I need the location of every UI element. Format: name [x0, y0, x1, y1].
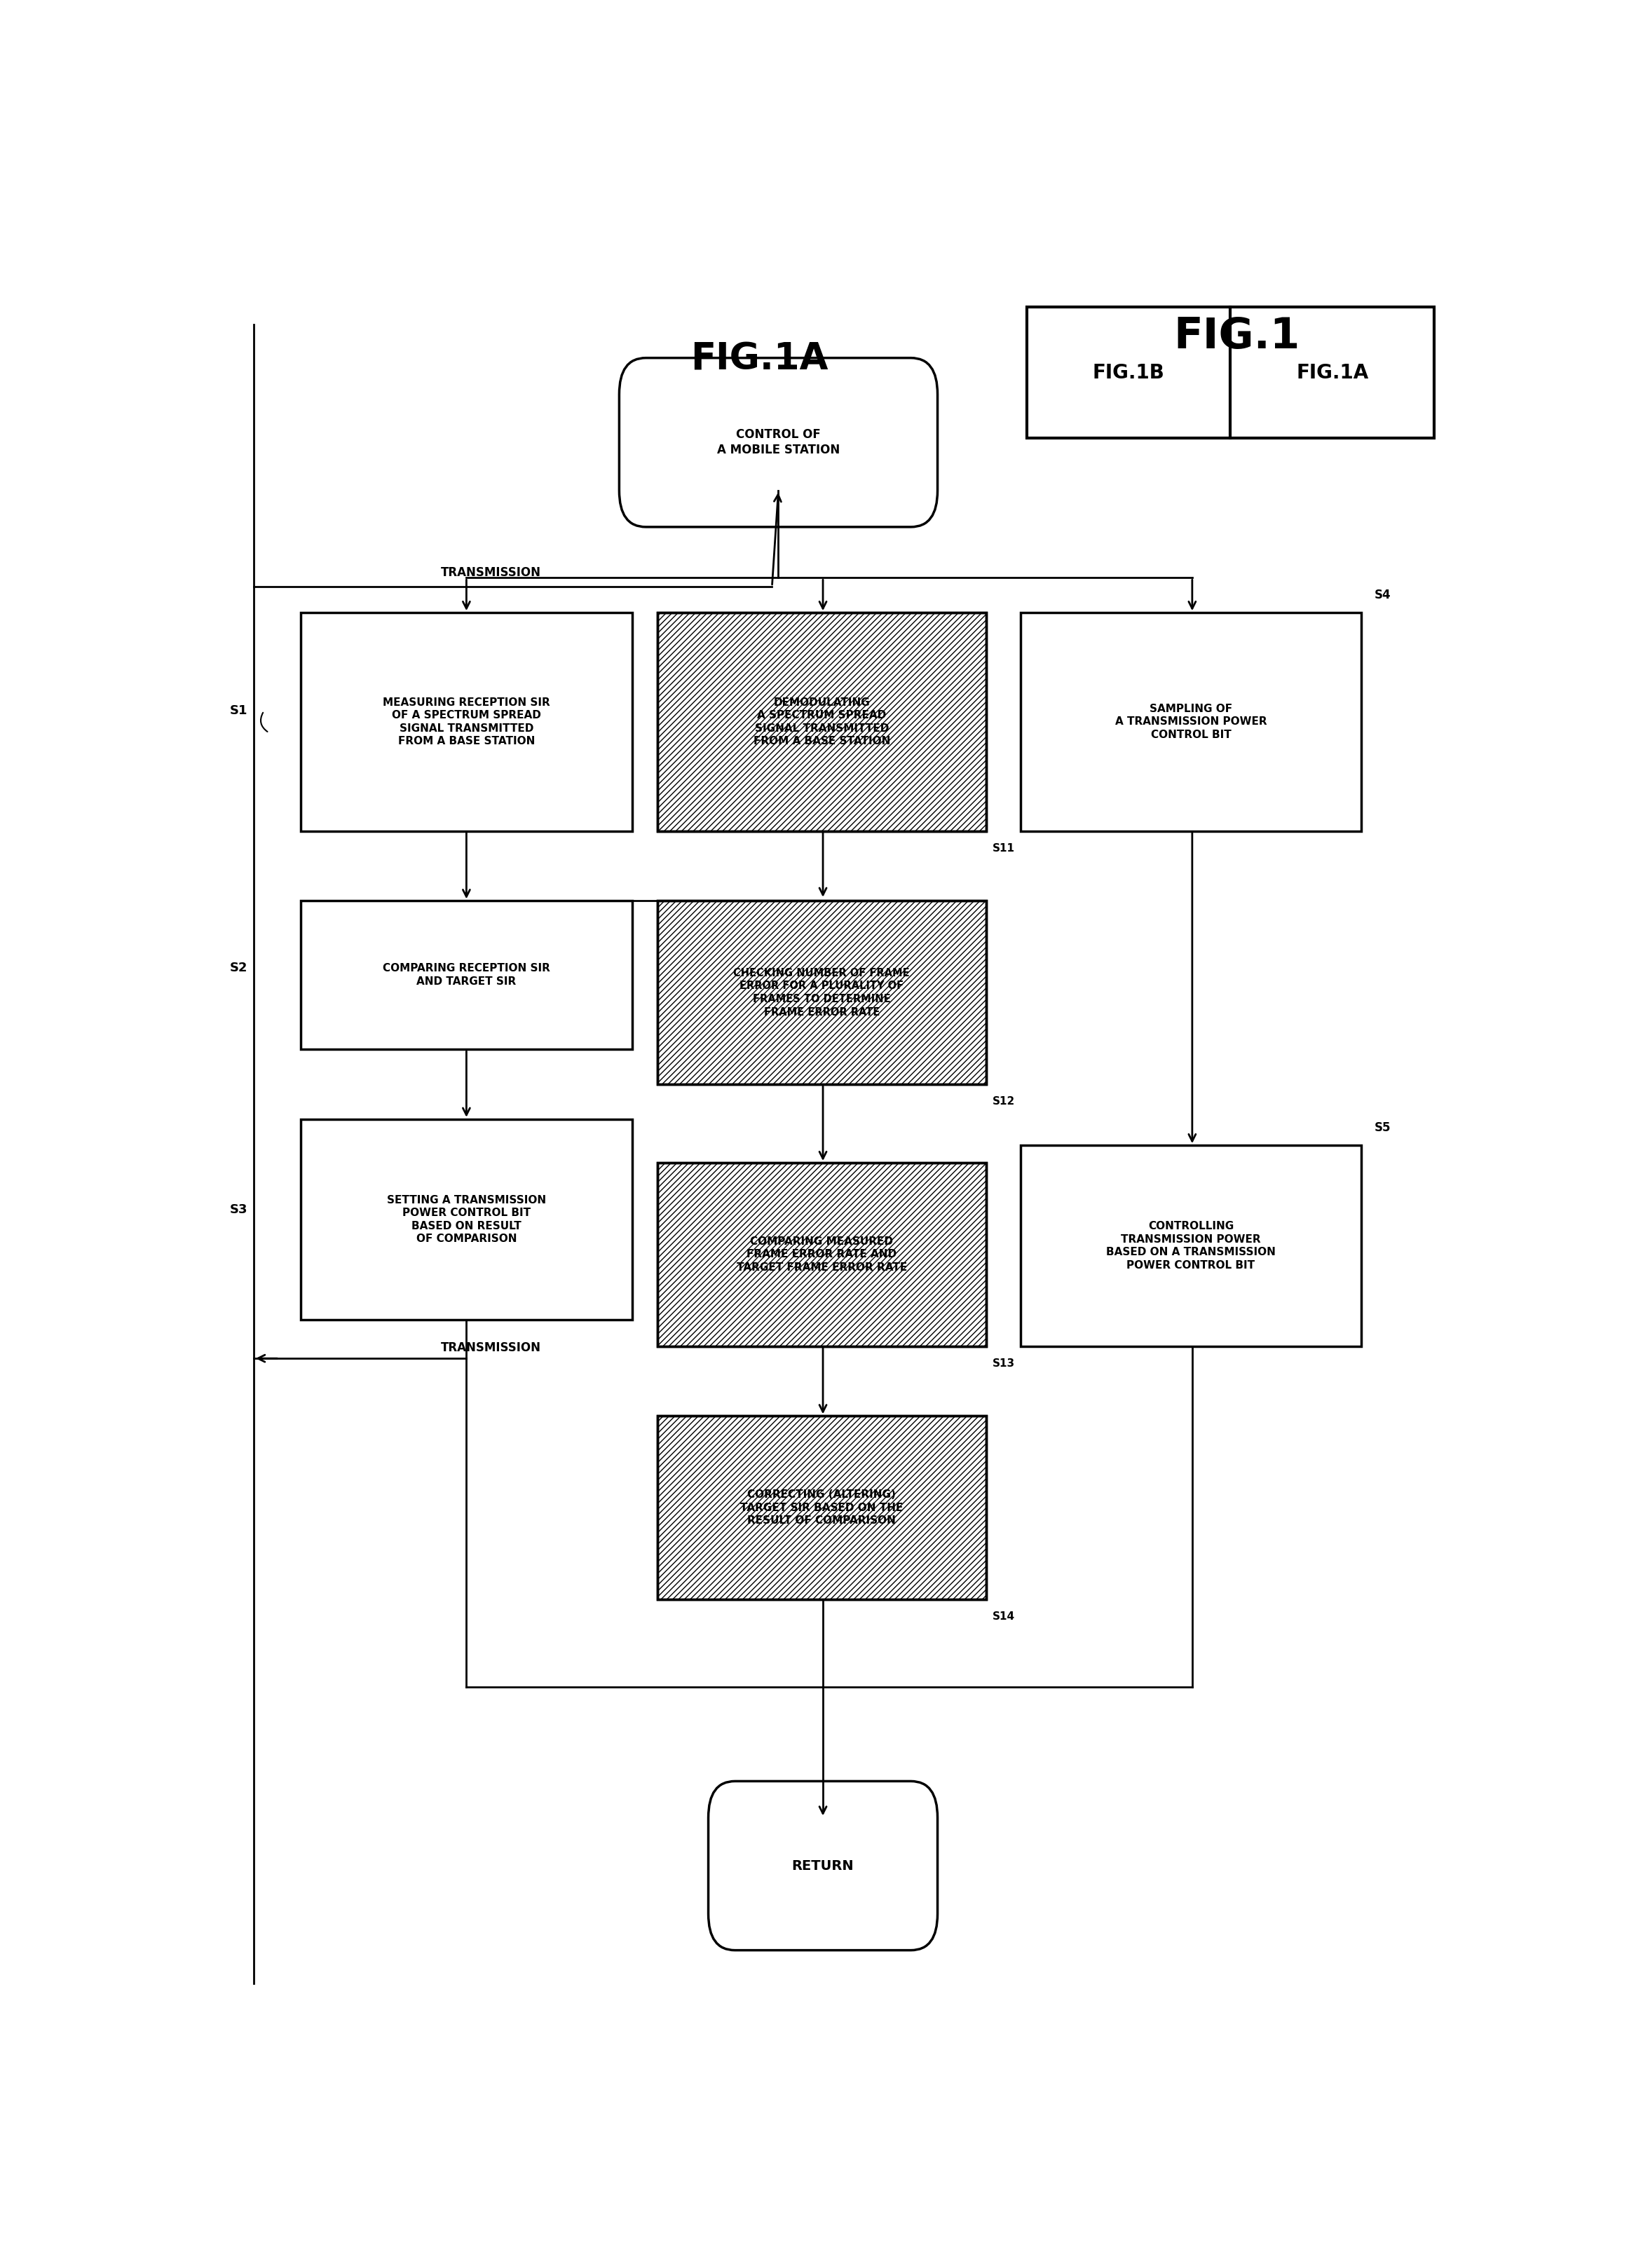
- Text: CONTROLLING
TRANSMISSION POWER
BASED ON A TRANSMISSION
POWER CONTROL BIT: CONTROLLING TRANSMISSION POWER BASED ON …: [1106, 1220, 1275, 1270]
- Bar: [657, 612, 986, 830]
- Text: S13: S13: [992, 1359, 1015, 1370]
- Text: S2: S2: [230, 962, 248, 973]
- Text: FIG.1A: FIG.1A: [1296, 363, 1369, 383]
- Text: CONTROL OF
A MOBILE STATION: CONTROL OF A MOBILE STATION: [716, 429, 840, 456]
- Bar: [301, 900, 633, 1050]
- Text: FIG.1: FIG.1: [1173, 315, 1300, 358]
- Text: TRANSMISSION: TRANSMISSION: [440, 1343, 541, 1354]
- Text: CHECKING NUMBER OF FRAME
ERROR FOR A PLURALITY OF
FRAMES TO DETERMINE
FRAME ERRO: CHECKING NUMBER OF FRAME ERROR FOR A PLU…: [733, 968, 910, 1018]
- Bar: [657, 612, 986, 830]
- Text: FIG.1A: FIG.1A: [690, 340, 828, 379]
- Text: S11: S11: [992, 844, 1015, 853]
- Text: MEASURING RECEPTION SIR
OF A SPECTRUM SPREAD
SIGNAL TRANSMITTED
FROM A BASE STAT: MEASURING RECEPTION SIR OF A SPECTRUM SP…: [383, 696, 550, 746]
- FancyBboxPatch shape: [619, 358, 938, 526]
- Bar: [657, 1415, 986, 1599]
- Bar: [657, 1163, 986, 1347]
- Bar: [657, 1163, 986, 1347]
- Text: DEMODULATING
A SPECTRUM SPREAD
SIGNAL TRANSMITTED
FROM A BASE STATION: DEMODULATING A SPECTRUM SPREAD SIGNAL TR…: [752, 696, 891, 746]
- Bar: [657, 1415, 986, 1599]
- Bar: [657, 1163, 986, 1347]
- Text: RETURN: RETURN: [792, 1860, 854, 1873]
- Bar: [657, 1415, 986, 1599]
- Text: S12: S12: [992, 1095, 1015, 1107]
- Bar: [301, 1118, 633, 1320]
- Bar: [657, 900, 986, 1084]
- Text: S5: S5: [1374, 1123, 1390, 1134]
- Text: FIG.1B: FIG.1B: [1093, 363, 1165, 383]
- Bar: [301, 612, 633, 830]
- Text: COMPARING MEASURED
FRAME ERROR RATE AND
TARGET FRAME ERROR RATE: COMPARING MEASURED FRAME ERROR RATE AND …: [736, 1236, 907, 1272]
- Text: SETTING A TRANSMISSION
POWER CONTROL BIT
BASED ON RESULT
OF COMPARISON: SETTING A TRANSMISSION POWER CONTROL BIT…: [386, 1195, 545, 1245]
- Text: S3: S3: [230, 1204, 248, 1216]
- Text: S4: S4: [1374, 590, 1392, 601]
- Text: COMPARING RECEPTION SIR
AND TARGET SIR: COMPARING RECEPTION SIR AND TARGET SIR: [383, 964, 550, 987]
- Text: S14: S14: [992, 1613, 1015, 1622]
- Text: CORRECTING (ALTERING)
TARGET SIR BASED ON THE
RESULT OF COMPARISON: CORRECTING (ALTERING) TARGET SIR BASED O…: [741, 1490, 904, 1526]
- Bar: [1027, 306, 1434, 438]
- Text: S1: S1: [230, 705, 248, 717]
- Bar: [657, 900, 986, 1084]
- Text: SAMPLING OF
A TRANSMISSION POWER
CONTROL BIT: SAMPLING OF A TRANSMISSION POWER CONTROL…: [1116, 703, 1267, 739]
- Bar: [1020, 1145, 1362, 1347]
- Bar: [1020, 612, 1362, 830]
- FancyBboxPatch shape: [708, 1780, 938, 1950]
- Bar: [657, 612, 986, 830]
- Text: TRANSMISSION: TRANSMISSION: [440, 567, 541, 578]
- Bar: [657, 900, 986, 1084]
